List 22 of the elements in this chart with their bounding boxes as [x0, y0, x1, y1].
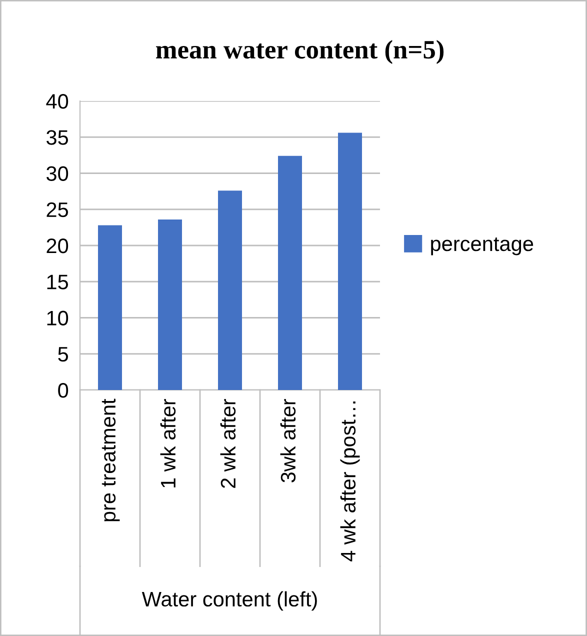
bar: [98, 225, 122, 390]
bar: [338, 132, 362, 390]
legend-label: percentage: [431, 237, 534, 256]
y-tick-label: 5: [58, 347, 68, 362]
y-tick-label: 0: [58, 383, 68, 398]
bar: [158, 219, 182, 390]
x-axis-title: Water content (left): [142, 591, 317, 611]
chart-title: mean water content (n=5): [156, 40, 444, 64]
x-tick-label: 1 wk after: [160, 399, 176, 488]
y-tick-label: 30: [46, 166, 68, 182]
y-tick-label: 25: [46, 202, 68, 218]
bar: [278, 156, 302, 390]
y-tick-label: 10: [47, 310, 68, 326]
x-tick-label: pre treatment: [102, 398, 120, 522]
x-tick-label: 4 wk after (post…: [340, 401, 360, 562]
y-tick-label: 15: [47, 274, 68, 290]
x-tick-label: 2 wk after: [220, 399, 236, 488]
bar: [218, 190, 242, 390]
y-tick-label: 20: [46, 238, 68, 254]
x-tick-label: 3wk after: [280, 399, 296, 482]
y-tick-label: 40: [46, 94, 68, 109]
y-tick-label: 35: [46, 130, 68, 145]
